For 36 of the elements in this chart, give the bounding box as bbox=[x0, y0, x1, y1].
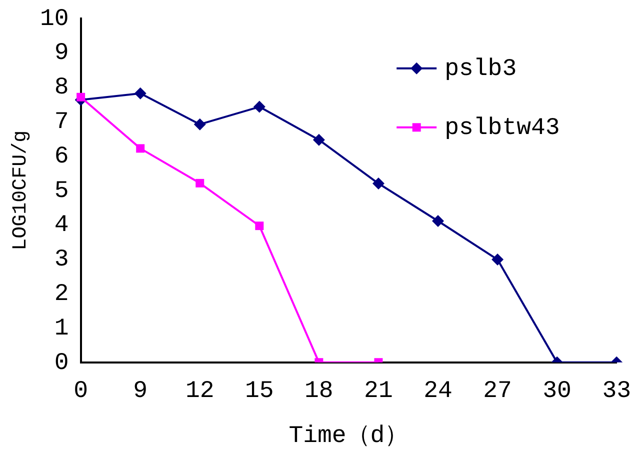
x-tick-label: 18 bbox=[304, 378, 334, 406]
point bbox=[194, 118, 206, 130]
y-tick-label: 6 bbox=[54, 143, 69, 170]
x-tick-label: 12 bbox=[185, 378, 214, 406]
point bbox=[136, 144, 145, 153]
legend-label: pslb3 bbox=[444, 56, 517, 83]
x-tick-label: 24 bbox=[424, 378, 452, 406]
y-tick-label: 9 bbox=[54, 40, 69, 68]
point bbox=[372, 178, 384, 190]
y-tick-label: 5 bbox=[54, 178, 69, 205]
y-tick-label: 10 bbox=[40, 6, 69, 33]
y-tick-label: 8 bbox=[54, 74, 69, 102]
x-axis-title: Time（d） bbox=[288, 422, 409, 450]
x-tick-label: 33 bbox=[602, 378, 632, 406]
legend-label: pslbtw43 bbox=[444, 114, 560, 142]
y-axis-title: LOG10CFU/g bbox=[9, 130, 32, 250]
x-tick-label: 15 bbox=[244, 378, 274, 406]
point bbox=[492, 254, 504, 266]
y-tick-label: 7 bbox=[54, 108, 69, 136]
point bbox=[312, 134, 325, 146]
x-tick-label: 30 bbox=[542, 378, 572, 406]
x-tick-label: 21 bbox=[364, 378, 393, 406]
point bbox=[432, 215, 444, 228]
point bbox=[134, 87, 146, 100]
x-tick-label: 9 bbox=[133, 378, 148, 406]
y-tick-label: 3 bbox=[54, 246, 69, 274]
y-tick-label: 0 bbox=[54, 350, 69, 377]
point bbox=[253, 100, 266, 113]
x-tick-label: 0 bbox=[74, 378, 88, 406]
x-tick-label: 27 bbox=[483, 378, 512, 406]
point bbox=[196, 178, 204, 188]
y-tick-label: 2 bbox=[54, 280, 69, 308]
point bbox=[255, 222, 264, 230]
y-tick-label: 4 bbox=[54, 212, 69, 240]
point bbox=[76, 92, 86, 102]
y-tick-label: 1 bbox=[54, 315, 69, 342]
